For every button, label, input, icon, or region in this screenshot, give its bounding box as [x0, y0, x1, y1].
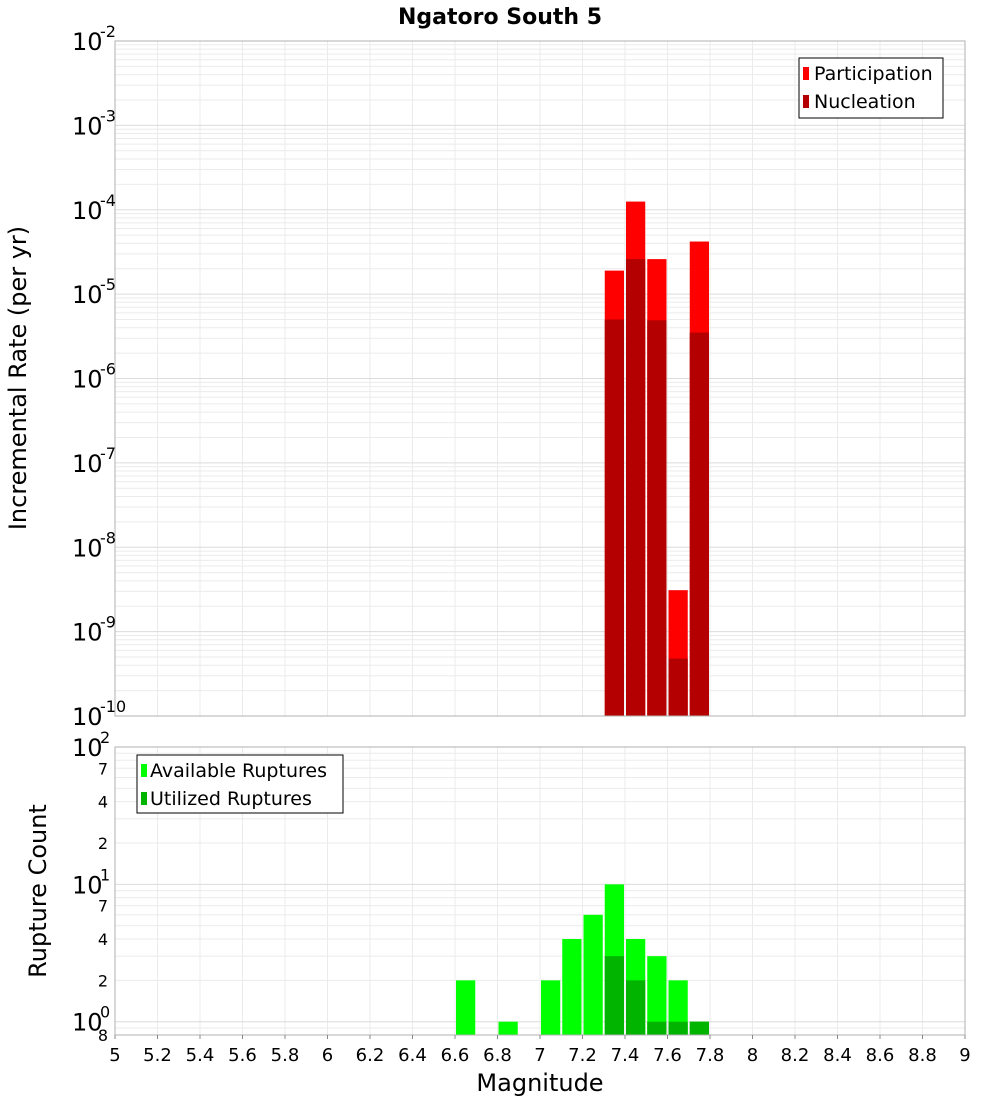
legend-swatch-nucleation: [803, 95, 809, 108]
top-panel-frame: [114, 40, 966, 717]
top-y-tick-1-exponent: -9: [100, 613, 116, 632]
top-y-tick-0-exponent: -10: [100, 697, 126, 716]
bottom-y-minor-tick-3: 7: [98, 897, 108, 916]
bar-nucleation-7-65: [668, 658, 688, 716]
top-panel-bars: [604, 201, 709, 717]
top-y-tick-6-base: 10: [72, 197, 103, 225]
top-y-tick-4-base: 10: [72, 366, 103, 394]
bar-utilized-ruptures-7-75: [689, 1021, 709, 1035]
legend-swatch-available-ruptures: [141, 764, 147, 777]
bar-available-ruptures-7-65: [668, 980, 688, 1035]
bar-available-ruptures-7-05: [541, 980, 561, 1035]
bottom-y-minor-tick-1: 2: [98, 971, 108, 990]
x-tick-label: 7.6: [653, 1045, 682, 1066]
x-tick-label: 6: [322, 1045, 333, 1066]
bottom-y-minor-tick-4: 2: [98, 834, 108, 853]
legend-swatch-utilized-ruptures: [141, 792, 147, 805]
bottom-y-minor-tick-6: 7: [98, 759, 108, 778]
bar-available-ruptures-7-25: [583, 914, 603, 1035]
bar-nucleation-7-55: [647, 320, 667, 716]
bar-utilized-ruptures-7-65: [668, 1021, 688, 1035]
legend-label-nucleation: Nucleation: [814, 91, 916, 113]
x-tick-label: 6.6: [441, 1045, 470, 1066]
bottom-y-axis-label: Rupture Count: [24, 804, 52, 978]
x-axis-ticks: 5 5.2 5.4 5.6 5.8 6 6.2 6.4 6.6 6.8 7 7.2 7.4 7.6 7.8 8…: [109, 1035, 971, 1066]
x-tick-label: 7.8: [696, 1045, 725, 1066]
legend-label-participation: Participation: [814, 63, 933, 85]
legend-label-utilized-ruptures: Utilized Ruptures: [150, 788, 312, 810]
bottom-y-tick-2-exponent: 2: [100, 728, 110, 747]
legend-swatch-participation: [803, 67, 809, 80]
bar-utilized-ruptures-7-35: [604, 956, 624, 1035]
top-y-tick-5-exponent: -5: [100, 275, 116, 294]
bottom-y-minor-tick-2: 4: [98, 930, 108, 949]
top-panel-grid: [114, 40, 966, 717]
top-y-tick-7-base: 10: [72, 112, 103, 140]
bottom-y-minor-tick-5: 4: [98, 793, 108, 812]
bottom-y-tick-1-exponent: 1: [100, 865, 110, 884]
bar-available-ruptures-7-55: [647, 956, 667, 1035]
bar-available-ruptures-6-85: [498, 1021, 518, 1035]
x-tick-label: 5.2: [143, 1045, 172, 1066]
x-tick-label: 8.2: [781, 1045, 810, 1066]
top-y-tick-5-base: 10: [72, 281, 103, 309]
bottom-y-tick-1-base: 10: [72, 871, 103, 899]
x-tick-label: 8: [747, 1045, 758, 1066]
x-tick-label: 7.4: [611, 1045, 640, 1066]
x-tick-label: 8.4: [823, 1045, 852, 1066]
bottom-y-minor-tick-0: 8: [98, 1026, 108, 1045]
x-tick-label: 6.8: [483, 1045, 512, 1066]
top-y-tick-2-base: 10: [72, 534, 103, 562]
top-legend: Participation Nucleation: [798, 57, 944, 119]
x-tick-label: 6.4: [398, 1045, 427, 1066]
top-y-tick-3-exponent: -7: [100, 444, 116, 463]
bottom-panel-bars: [456, 884, 709, 1035]
bar-nucleation-7-45: [626, 259, 646, 716]
top-y-tick-8-base: 10: [72, 28, 103, 56]
top-y-tick-8-exponent: -2: [100, 22, 116, 41]
top-y-tick-7-exponent: -3: [100, 106, 116, 125]
bottom-legend-box: [136, 754, 344, 814]
top-y-tick-3-base: 10: [72, 450, 103, 478]
x-tick-label: 8.6: [866, 1045, 895, 1066]
x-tick-label: 6.2: [356, 1045, 385, 1066]
bottom-y-tick-0-base: 10: [72, 1009, 103, 1037]
x-tick-label: 7.2: [568, 1045, 597, 1066]
x-tick-label: 9: [959, 1045, 970, 1066]
x-tick-label: 5.4: [186, 1045, 215, 1066]
bar-utilized-ruptures-7-45: [626, 980, 646, 1035]
x-tick-label: 5.8: [271, 1045, 300, 1066]
x-tick-label: 8.8: [908, 1045, 937, 1066]
bottom-y-tick-0-exponent: 0: [100, 1003, 110, 1022]
top-legend-box: [798, 57, 944, 119]
x-tick-label: 5.6: [228, 1045, 257, 1066]
x-axis-label: Magnitude: [476, 1069, 603, 1097]
bar-nucleation-7-75: [689, 332, 709, 716]
top-y-tick-6-exponent: -4: [100, 191, 116, 210]
x-tick-label: 7: [534, 1045, 545, 1066]
top-y-axis-label: Incremental Rate (per yr): [4, 226, 32, 530]
top-y-tick-0-base: 10: [72, 703, 103, 731]
x-tick-label: 5: [109, 1045, 120, 1066]
top-y-tick-1-base: 10: [72, 619, 103, 647]
bottom-legend: Available Ruptures Utilized Ruptures: [136, 754, 344, 814]
legend-label-available-ruptures: Available Ruptures: [150, 760, 327, 782]
bar-available-ruptures-6-65: [456, 980, 476, 1035]
top-y-tick-4-exponent: -6: [100, 360, 116, 379]
bar-nucleation-7-35: [604, 319, 624, 716]
chart-title: Ngatoro South 5: [398, 5, 602, 30]
top-y-tick-2-exponent: -8: [100, 528, 116, 547]
bar-utilized-ruptures-7-55: [647, 1021, 667, 1035]
bottom-y-tick-2-base: 10: [72, 734, 103, 762]
bar-available-ruptures-7-15: [562, 939, 582, 1035]
